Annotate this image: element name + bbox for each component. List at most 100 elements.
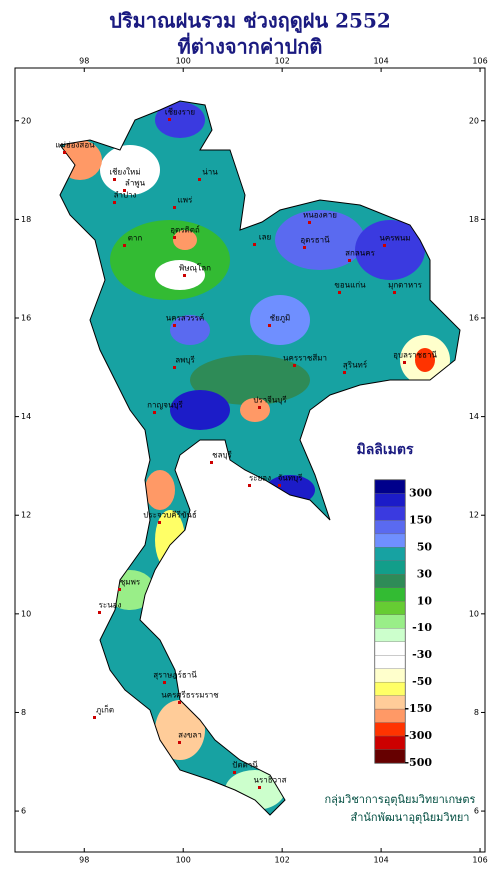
place-marker <box>98 611 101 614</box>
x-tick-label: 104 <box>373 57 388 66</box>
x-tick-label: 98 <box>79 57 89 66</box>
place-label: แม่ฮ่องสอน <box>55 141 95 150</box>
place-label: เชียงใหม่ <box>109 168 140 177</box>
place-label: ปราจีนบุรี <box>253 396 287 405</box>
x-tick-label: 104 <box>373 856 388 865</box>
place-marker <box>173 324 176 327</box>
y-tick-label: 10 <box>21 609 31 618</box>
place-label: นราธิวาส <box>253 776 286 785</box>
x-tick-label: 100 <box>176 856 191 865</box>
x-tick-label: 102 <box>275 57 290 66</box>
place-marker <box>210 461 213 464</box>
legend-swatch <box>374 655 406 669</box>
y-tick-label: 14 <box>469 412 479 421</box>
place-marker <box>268 324 271 327</box>
legend-swatch <box>374 587 406 602</box>
y-tick-label: 8 <box>21 708 26 717</box>
legend-label: -10 <box>412 621 432 634</box>
place-label: สกลนคร <box>345 249 375 258</box>
legend-swatch <box>374 574 406 588</box>
place-label: ชัยภูมิ <box>270 314 291 324</box>
place-label: เลย <box>259 233 271 242</box>
y-tick-label: 14 <box>21 412 31 421</box>
place-marker <box>278 484 281 487</box>
y-tick-label: 6 <box>474 807 479 816</box>
legend-swatch <box>374 722 406 737</box>
legend-swatch <box>374 614 406 629</box>
place-marker <box>258 406 261 409</box>
place-label: ปัตตานี <box>232 761 258 770</box>
x-tick-label: 106 <box>472 856 487 865</box>
place-label: สงขลา <box>178 731 202 740</box>
place-marker <box>178 701 181 704</box>
legend-swatch <box>374 641 406 656</box>
place-label: พิษณุโลก <box>179 263 211 273</box>
place-label: น่าน <box>202 168 218 177</box>
place-label: ชลบุรี <box>212 451 232 460</box>
legend-swatch <box>374 560 406 575</box>
place-marker <box>163 681 166 684</box>
place-marker <box>63 151 66 154</box>
place-marker <box>173 206 176 209</box>
legend-label: -150 <box>404 702 432 715</box>
legend-label: -30 <box>412 648 432 661</box>
place-marker <box>168 118 171 121</box>
place-label: แพร่ <box>178 196 193 205</box>
place-label: กาญจนบุรี <box>147 401 183 410</box>
y-tick-label: 16 <box>469 313 479 322</box>
place-label: ระยอง <box>249 474 271 483</box>
place-label: เชียงราย <box>165 108 195 117</box>
place-marker <box>233 771 236 774</box>
title: ปริมาณฝนรวม ช่วงฤดูฝน 2552 <box>109 9 391 35</box>
place-label: ลำปาง <box>114 191 137 200</box>
legend-swatch <box>374 533 406 548</box>
legend-label: 300 <box>409 486 432 499</box>
x-tick-label: 98 <box>79 856 89 865</box>
legend-label: 30 <box>417 567 433 580</box>
place-marker <box>348 259 351 262</box>
place-label: สุราษฎร์ธานี <box>153 670 197 680</box>
place-marker <box>178 741 181 744</box>
place-marker <box>338 291 341 294</box>
place-label: สุรินทร์ <box>343 360 368 370</box>
legend-swatch <box>374 493 406 508</box>
y-tick-label: 8 <box>474 708 479 717</box>
y-tick-label: 10 <box>469 609 479 618</box>
y-tick-label: 18 <box>21 215 31 224</box>
place-label: อุดรธานี <box>300 236 330 245</box>
credit: กลุ่มวิชาการอุตุนิยมวิทยาเกษตร <box>325 793 476 806</box>
place-label: นครศรีธรรมราช <box>161 691 219 700</box>
y-tick-label: 20 <box>21 116 31 125</box>
legend-swatch <box>374 601 406 615</box>
place-marker <box>383 244 386 247</box>
legend-swatch <box>374 628 406 642</box>
place-label: ระนอง <box>99 601 122 610</box>
place-marker <box>343 371 346 374</box>
y-tick-label: 16 <box>21 313 31 322</box>
place-label: ลำพูน <box>125 179 146 189</box>
place-marker <box>308 221 311 224</box>
x-tick-label: 106 <box>472 57 487 66</box>
place-label: หนองคาย <box>303 211 337 220</box>
legend-swatch <box>374 479 406 494</box>
place-label: ประจวบคีรีขันธ์ <box>143 510 197 520</box>
subtitle: ที่ต่างจากค่าปกติ <box>178 32 323 59</box>
place-label: นครราชสีมา <box>283 354 327 363</box>
y-tick-label: 6 <box>21 807 26 816</box>
legend-swatch <box>374 735 406 750</box>
place-marker <box>113 201 116 204</box>
place-marker <box>173 366 176 369</box>
place-marker <box>173 236 176 239</box>
place-marker <box>93 716 96 719</box>
legend-swatch <box>374 520 406 535</box>
map-frame <box>14 67 486 853</box>
place-label: ตาก <box>128 234 143 243</box>
place-marker <box>113 178 116 181</box>
legend-title: มิลลิเมตร <box>356 442 413 458</box>
place-marker <box>248 484 251 487</box>
legend-label: 150 <box>409 513 432 526</box>
y-tick-label: 12 <box>469 511 479 520</box>
place-marker <box>303 246 306 249</box>
legend-label: -500 <box>404 756 432 769</box>
